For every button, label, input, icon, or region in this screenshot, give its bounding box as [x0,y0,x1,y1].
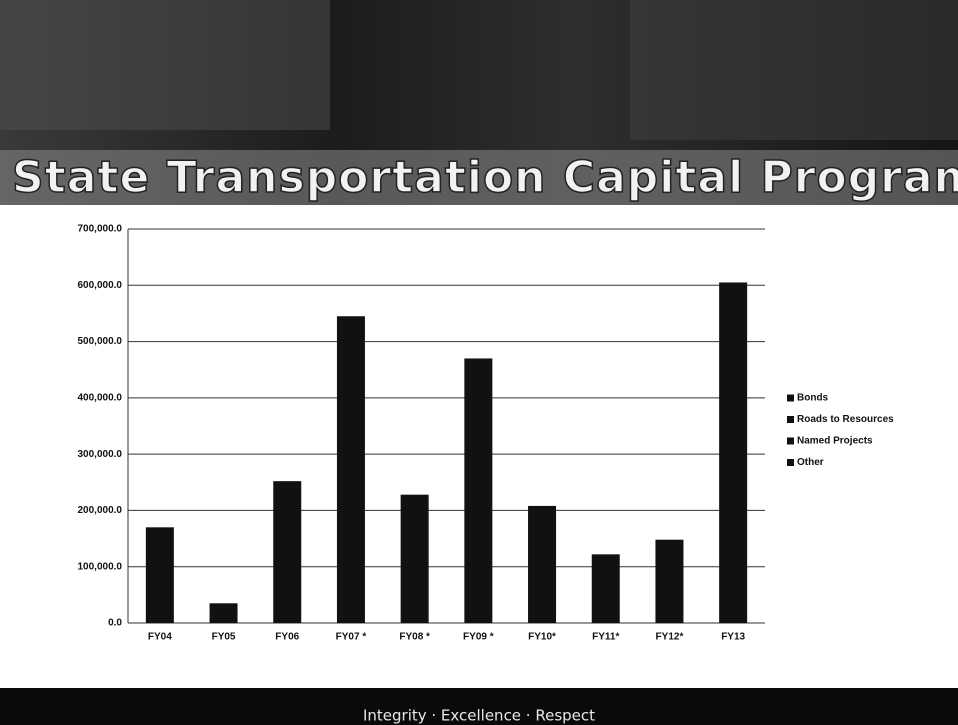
bar [145,527,174,623]
x-tick-label: FY05 [212,632,236,643]
y-tick-label: 100,000.0 [78,561,123,572]
footer-bar [0,688,958,725]
y-tick-label: 600,000.0 [78,280,123,291]
photo-panel [0,0,330,130]
y-tick-label: 200,000.0 [78,505,123,516]
photo-panel [630,0,958,140]
bar [655,539,684,623]
x-tick-label: FY07 * [336,632,367,643]
x-tick-label: FY13 [721,632,745,643]
bar [273,481,302,623]
legend-label: Roads to Resources [797,414,894,425]
bar [591,554,620,623]
bar [464,358,493,623]
plot: 0.0 100,000.0 200,000.0 300,000.0 400,000.0 5… [78,224,895,643]
slide-title: State Transportation Capital Program [12,152,958,203]
legend-label: Other [797,457,824,468]
legend-swatch [787,394,794,402]
bar [209,603,238,623]
x-tick-label: FY12* [656,632,684,643]
y-tick-label: 700,000.0 [78,224,123,235]
x-tick-label: FY04 [148,632,172,643]
legend-swatch [787,437,794,445]
header-band [0,150,958,205]
y-tick-label: 400,000.0 [78,392,123,403]
legend-label: Bonds [797,393,829,404]
x-tick-label: FY10* [528,632,556,643]
y-tick-label: 500,000.0 [78,336,123,347]
bar [336,316,365,623]
y-tick-label: 300,000.0 [78,449,123,460]
x-tick-label: FY11* [592,632,619,643]
bar [719,282,748,623]
legend-swatch [787,416,794,423]
bar [400,494,429,623]
y-tick-label: 0.0 [108,618,122,629]
legend-label: Named Projects [797,436,873,447]
legend-swatch [787,459,794,466]
x-tick-label: FY06 [275,632,299,643]
bar [528,505,557,623]
footer-text: Integrity · Excellence · Respect [363,707,595,725]
x-tick-label: FY09 * [463,632,494,643]
x-tick-label: FY08 * [399,632,430,643]
